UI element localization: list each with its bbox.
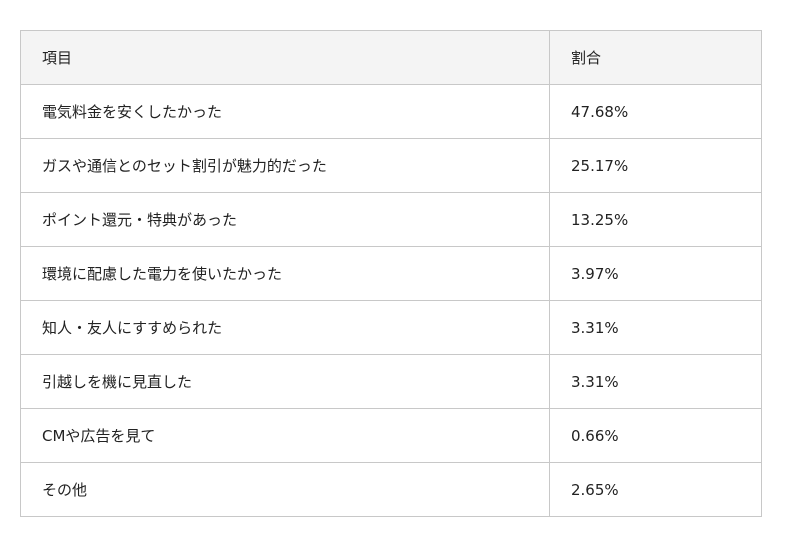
ratio-cell: 3.31% bbox=[549, 354, 762, 409]
table-row: その他 2.65% bbox=[20, 462, 762, 517]
table-row: 環境に配慮した電力を使いたかった 3.97% bbox=[20, 246, 762, 301]
item-cell: 電気料金を安くしたかった bbox=[20, 84, 550, 139]
table-row: 電気料金を安くしたかった 47.68% bbox=[20, 84, 762, 139]
item-cell: 引越しを機に見直した bbox=[20, 354, 550, 409]
table-row: CMや広告を見て 0.66% bbox=[20, 408, 762, 463]
table-row: 知人・友人にすすめられた 3.31% bbox=[20, 300, 762, 355]
ratio-cell: 2.65% bbox=[549, 462, 762, 517]
ratio-cell: 47.68% bbox=[549, 84, 762, 139]
item-cell: 知人・友人にすすめられた bbox=[20, 300, 550, 355]
ratio-cell: 13.25% bbox=[549, 192, 762, 247]
ratio-cell: 0.66% bbox=[549, 408, 762, 463]
header-ratio: 割合 bbox=[549, 30, 762, 85]
table-row: 引越しを機に見直した 3.31% bbox=[20, 354, 762, 409]
ratio-cell: 25.17% bbox=[549, 138, 762, 193]
ratio-cell: 3.31% bbox=[549, 300, 762, 355]
item-cell: その他 bbox=[20, 462, 550, 517]
ratio-cell: 3.97% bbox=[549, 246, 762, 301]
table-row: ガスや通信とのセット割引が魅力的だった 25.17% bbox=[20, 138, 762, 193]
reasons-table: 項目 割合 電気料金を安くしたかった 47.68% ガスや通信とのセット割引が魅力的… bbox=[20, 30, 762, 517]
item-cell: CMや広告を見て bbox=[20, 408, 550, 463]
item-cell: 環境に配慮した電力を使いたかった bbox=[20, 246, 550, 301]
header-item: 項目 bbox=[20, 30, 550, 85]
item-cell: ポイント還元・特典があった bbox=[20, 192, 550, 247]
item-cell: ガスや通信とのセット割引が魅力的だった bbox=[20, 138, 550, 193]
table-row: ポイント還元・特典があった 13.25% bbox=[20, 192, 762, 247]
table-header-row: 項目 割合 bbox=[20, 30, 762, 85]
